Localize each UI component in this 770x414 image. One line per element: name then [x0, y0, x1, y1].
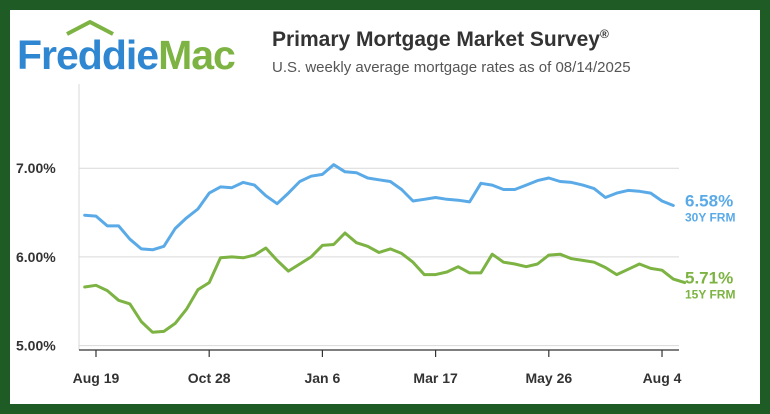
x-tick-label: Aug 19 — [73, 370, 120, 386]
end-series-name-30y-frm: 30Y FRM — [685, 210, 735, 224]
end-value-15y-frm: 5.71% — [685, 269, 733, 288]
end-series-name-15y-frm: 15Y FRM — [685, 288, 735, 302]
series-end-labels: 6.58%30Y FRM 5.71%15Y FRM — [685, 191, 735, 301]
x-tick-label: Mar 17 — [413, 370, 458, 386]
x-tick-label: Aug 4 — [643, 370, 682, 386]
axes — [78, 84, 679, 351]
chart-title: Primary Mortgage Market Survey® — [272, 27, 609, 52]
gridlines — [79, 167, 679, 347]
x-tick-label: Oct 28 — [188, 370, 231, 386]
freddie-mac-logo: FreddieMac — [17, 20, 252, 82]
series-line-15y-frm — [83, 231, 687, 334]
y-tick-label: 5.00% — [16, 338, 56, 354]
y-axis-ticks: 5.00% 6.00% 7.00% — [16, 160, 56, 353]
x-tick-label: Jan 6 — [304, 370, 340, 386]
x-axis-ticks: Aug 19 Oct 28 Jan 6 Mar 17 May 26 Aug 4 — [73, 350, 682, 386]
logo-word-freddie: Freddie — [17, 32, 159, 78]
house-roof-icon — [66, 20, 114, 36]
y-tick-label: 6.00% — [16, 249, 56, 265]
logo-wordmark: FreddieMac — [17, 31, 236, 79]
chart-subtitle: U.S. weekly average mortgage rates as of… — [272, 59, 631, 76]
logo-word-mac: Mac — [158, 32, 236, 78]
end-value-30y-frm: 6.58% — [685, 191, 733, 210]
chart-title-text: Primary Mortgage Market Survey — [272, 28, 600, 51]
registered-mark: ® — [599, 27, 609, 41]
y-tick-label: 7.00% — [16, 160, 56, 176]
x-tick-label: May 26 — [525, 370, 572, 386]
series-lines — [83, 163, 687, 334]
series-line-30y-frm — [83, 163, 675, 252]
